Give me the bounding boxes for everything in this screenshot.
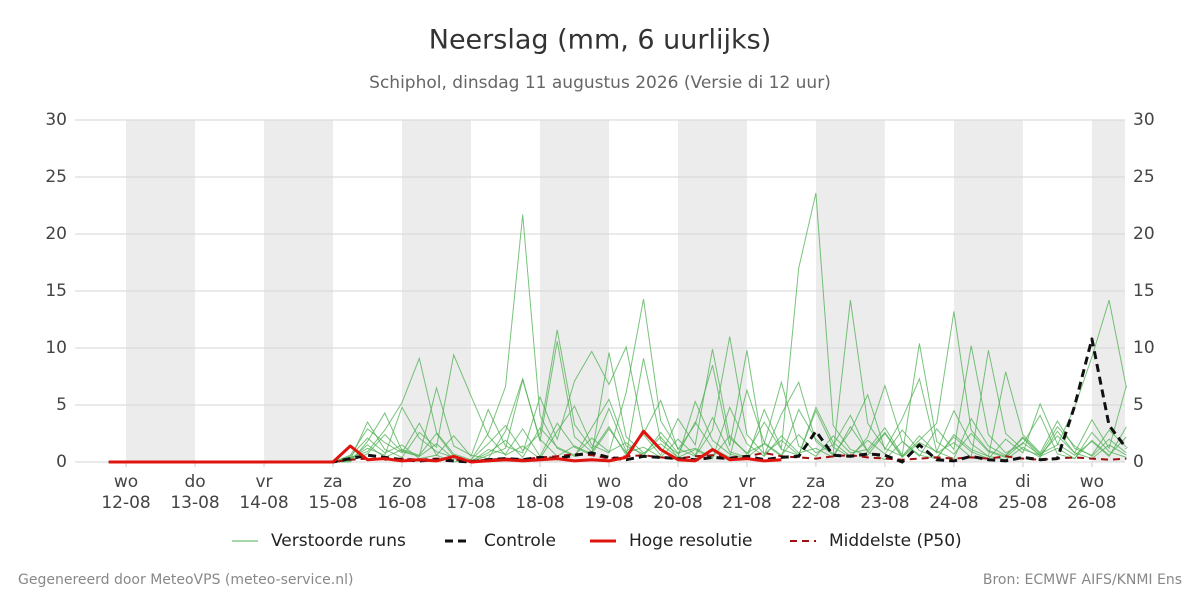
x-tick-label: zo <box>392 472 411 492</box>
legend-label: Controle <box>484 531 556 551</box>
x-tick-date: 21-08 <box>722 493 771 513</box>
footer-right: Bron: ECMWF AIFS/KNMI Ens <box>983 572 1182 588</box>
y2-tick-label: 30 <box>1133 110 1155 130</box>
x-tick-date: 26-08 <box>1067 493 1116 513</box>
x-tick-date: 17-08 <box>446 493 495 513</box>
series-line <box>108 429 782 464</box>
x-tick-date: 16-08 <box>377 493 426 513</box>
chart-subtitle: Schiphol, dinsdag 11 augustus 2026 (Vers… <box>369 73 831 93</box>
x-tick-label: wo <box>114 472 138 492</box>
x-tick-date: 15-08 <box>308 493 357 513</box>
x-tick-label: wo <box>597 472 621 492</box>
y2-tick-label: 5 <box>1133 395 1144 415</box>
x-tick-date: 13-08 <box>170 493 219 513</box>
x-tick-date: 22-08 <box>791 493 840 513</box>
x-tick-date: 23-08 <box>860 493 909 513</box>
x-tick-label: vr <box>255 472 272 492</box>
legend-label: Verstoorde runs <box>271 531 406 551</box>
x-tick-date: 12-08 <box>101 493 150 513</box>
footer-left: Gegenereerd door MeteoVPS (meteo-service… <box>18 572 353 588</box>
x-tick-label: do <box>667 472 688 492</box>
x-tick-label: vr <box>738 472 755 492</box>
y-tick-label: 15 <box>45 281 67 301</box>
x-tick-label: za <box>323 472 342 492</box>
x-tick-label: ma <box>457 472 484 492</box>
x-tick-label: di <box>1015 472 1031 492</box>
y-tick-label: 20 <box>45 224 67 244</box>
x-tick-label: di <box>532 472 548 492</box>
x-tick-date: 14-08 <box>239 493 288 513</box>
y2-tick-label: 15 <box>1133 281 1155 301</box>
y-tick-label: 5 <box>56 395 67 415</box>
x-tick-date: 19-08 <box>584 493 633 513</box>
y-tick-label: 30 <box>45 110 67 130</box>
legend-label: Middelste (P50) <box>829 531 962 551</box>
x-tick-date: 25-08 <box>998 493 1047 513</box>
x-tick-label: za <box>806 472 825 492</box>
x-tick-label: do <box>184 472 205 492</box>
y-tick-label: 25 <box>45 167 67 187</box>
chart-title: Neerslag (mm, 6 uurlijks) <box>429 25 771 56</box>
x-tick-label: wo <box>1080 472 1104 492</box>
x-tick-label: zo <box>875 472 894 492</box>
legend-label: Hoge resolutie <box>629 531 753 551</box>
x-tick-date: 20-08 <box>653 493 702 513</box>
x-tick-date: 24-08 <box>929 493 978 513</box>
x-tick-date: 18-08 <box>515 493 564 513</box>
y2-tick-label: 10 <box>1133 338 1155 358</box>
y-tick-label: 10 <box>45 338 67 358</box>
y2-tick-label: 0 <box>1133 452 1144 472</box>
y-tick-label: 0 <box>56 452 67 472</box>
x-tick-label: ma <box>940 472 967 492</box>
y2-tick-label: 25 <box>1133 167 1155 187</box>
y2-tick-label: 20 <box>1133 224 1155 244</box>
